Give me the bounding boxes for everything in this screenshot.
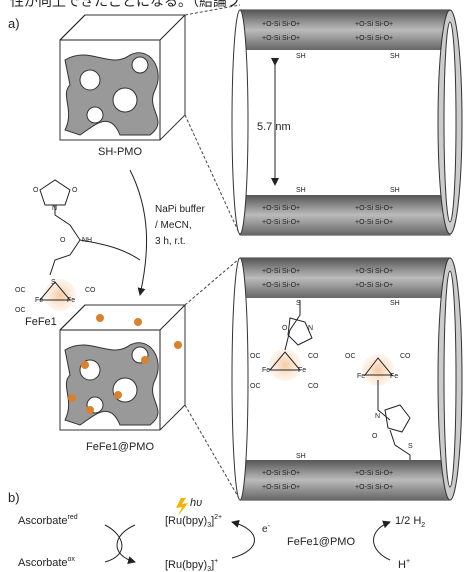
siloxane: +O-Si Si-O+	[262, 470, 300, 477]
reaction-arrow	[130, 170, 147, 295]
siloxane: +O-Si Si-O+	[262, 205, 300, 212]
cube-fefe1-pmo	[60, 305, 185, 430]
text: H	[398, 559, 406, 571]
thiol: SH	[296, 187, 306, 194]
atom: N	[308, 325, 313, 332]
atom: Fe	[357, 373, 365, 380]
thiol: SH	[296, 453, 306, 460]
complex-label: FeFe1	[25, 316, 57, 328]
atom: O	[282, 325, 288, 332]
hydrogen: 1/2 H2	[395, 515, 425, 529]
ru-reduced: [Ru(bpy)3]+	[165, 558, 218, 572]
atom: OC	[15, 307, 26, 314]
figure: 性が向上できたことになる。（結論ブ a) SH-PMO O O N O N H S…	[0, 0, 466, 572]
subscript: 2	[421, 522, 425, 529]
siloxane: +O-Si Si-O+	[355, 484, 393, 491]
product-label: FeFe1@PMO	[86, 441, 154, 453]
siloxane: +O-Si Si-O+	[262, 219, 300, 226]
siloxane: +O-Si Si-O+	[355, 205, 393, 212]
pore-diameter: 5.7 nm	[257, 121, 291, 133]
pore-cylinder-loaded	[232, 258, 462, 500]
siloxane: +O-Si Si-O+	[262, 21, 300, 28]
superscript: red	[68, 514, 78, 521]
siloxane: +O-Si Si-O+	[355, 470, 393, 477]
thiol: SH	[390, 187, 400, 194]
text: [Ru(bpy)	[165, 515, 207, 527]
atom: Fe	[390, 373, 398, 380]
atom: CO	[308, 353, 319, 360]
siloxane: +O-Si Si-O+	[262, 282, 300, 289]
superscript: +	[406, 558, 410, 565]
thiol: SH	[390, 53, 400, 60]
siloxane: +O-Si Si-O+	[355, 35, 393, 42]
cycle-arrow	[232, 522, 255, 558]
atom: OC	[345, 353, 356, 360]
siloxane: +O-Si Si-O+	[355, 282, 393, 289]
cycle-arrow	[374, 522, 391, 560]
header-text: 性が向上できたことになる。（結論ブ	[10, 0, 241, 9]
atom: OC	[250, 383, 261, 390]
cross-arrows	[105, 525, 135, 562]
donor-ox: Ascorbateox	[18, 556, 75, 569]
fefe1-structure	[40, 180, 80, 311]
light-icon	[176, 498, 188, 516]
text: [Ru(bpy)	[165, 559, 207, 571]
atom: O	[33, 187, 39, 194]
superscript: -	[268, 523, 271, 530]
superscript: 2+	[214, 514, 222, 521]
ru-oxidized: [Ru(bpy)3]2+	[165, 514, 222, 529]
catalyst: FeFe1@PMO	[287, 536, 355, 548]
siloxane: +O-Si Si-O+	[262, 268, 300, 275]
atom: CO	[400, 353, 411, 360]
thiol: SH	[296, 53, 306, 60]
atom: S	[408, 443, 413, 450]
atom: Fe	[35, 297, 43, 304]
thiol: SH	[390, 300, 400, 307]
text: 1/2 H	[395, 515, 421, 527]
atom: OC	[250, 353, 261, 360]
atom: Fe	[298, 367, 306, 374]
superscript: ox	[68, 556, 76, 563]
atom: OC	[15, 287, 26, 294]
siloxane: +O-Si Si-O+	[262, 35, 300, 42]
text: Ascorbate	[18, 515, 68, 527]
panel-label: b)	[8, 490, 20, 505]
cube-sh-pmo	[60, 15, 185, 140]
condition: 3 h, r.t.	[155, 236, 186, 247]
condition: / MeCN,	[155, 220, 192, 231]
condition: NaPi buffer	[155, 204, 206, 215]
text: Ascorbate	[18, 557, 68, 569]
atom: CO	[85, 287, 96, 294]
atom: CO	[308, 383, 319, 390]
proton: H+	[398, 558, 410, 571]
donor-red: Ascorbatered	[18, 514, 78, 527]
atom: Fe	[67, 297, 75, 304]
atom: Fe	[262, 367, 270, 374]
siloxane: +O-Si Si-O+	[355, 268, 393, 275]
atom: N	[375, 413, 380, 420]
atom: N	[52, 205, 57, 212]
projection-line	[185, 5, 240, 500]
superscript: +	[214, 558, 218, 565]
atom: S	[51, 279, 56, 286]
light: hυ	[190, 497, 202, 509]
siloxane: +O-Si Si-O+	[262, 484, 300, 491]
material-label: SH-PMO	[98, 146, 142, 158]
atom: O	[372, 433, 378, 440]
atom: O	[72, 187, 78, 194]
siloxane: +O-Si Si-O+	[355, 219, 393, 226]
atom: S	[296, 300, 301, 307]
siloxane: +O-Si Si-O+	[355, 21, 393, 28]
atom: O	[60, 237, 66, 244]
electron: e-	[262, 523, 271, 535]
panel-label: a)	[8, 16, 20, 31]
